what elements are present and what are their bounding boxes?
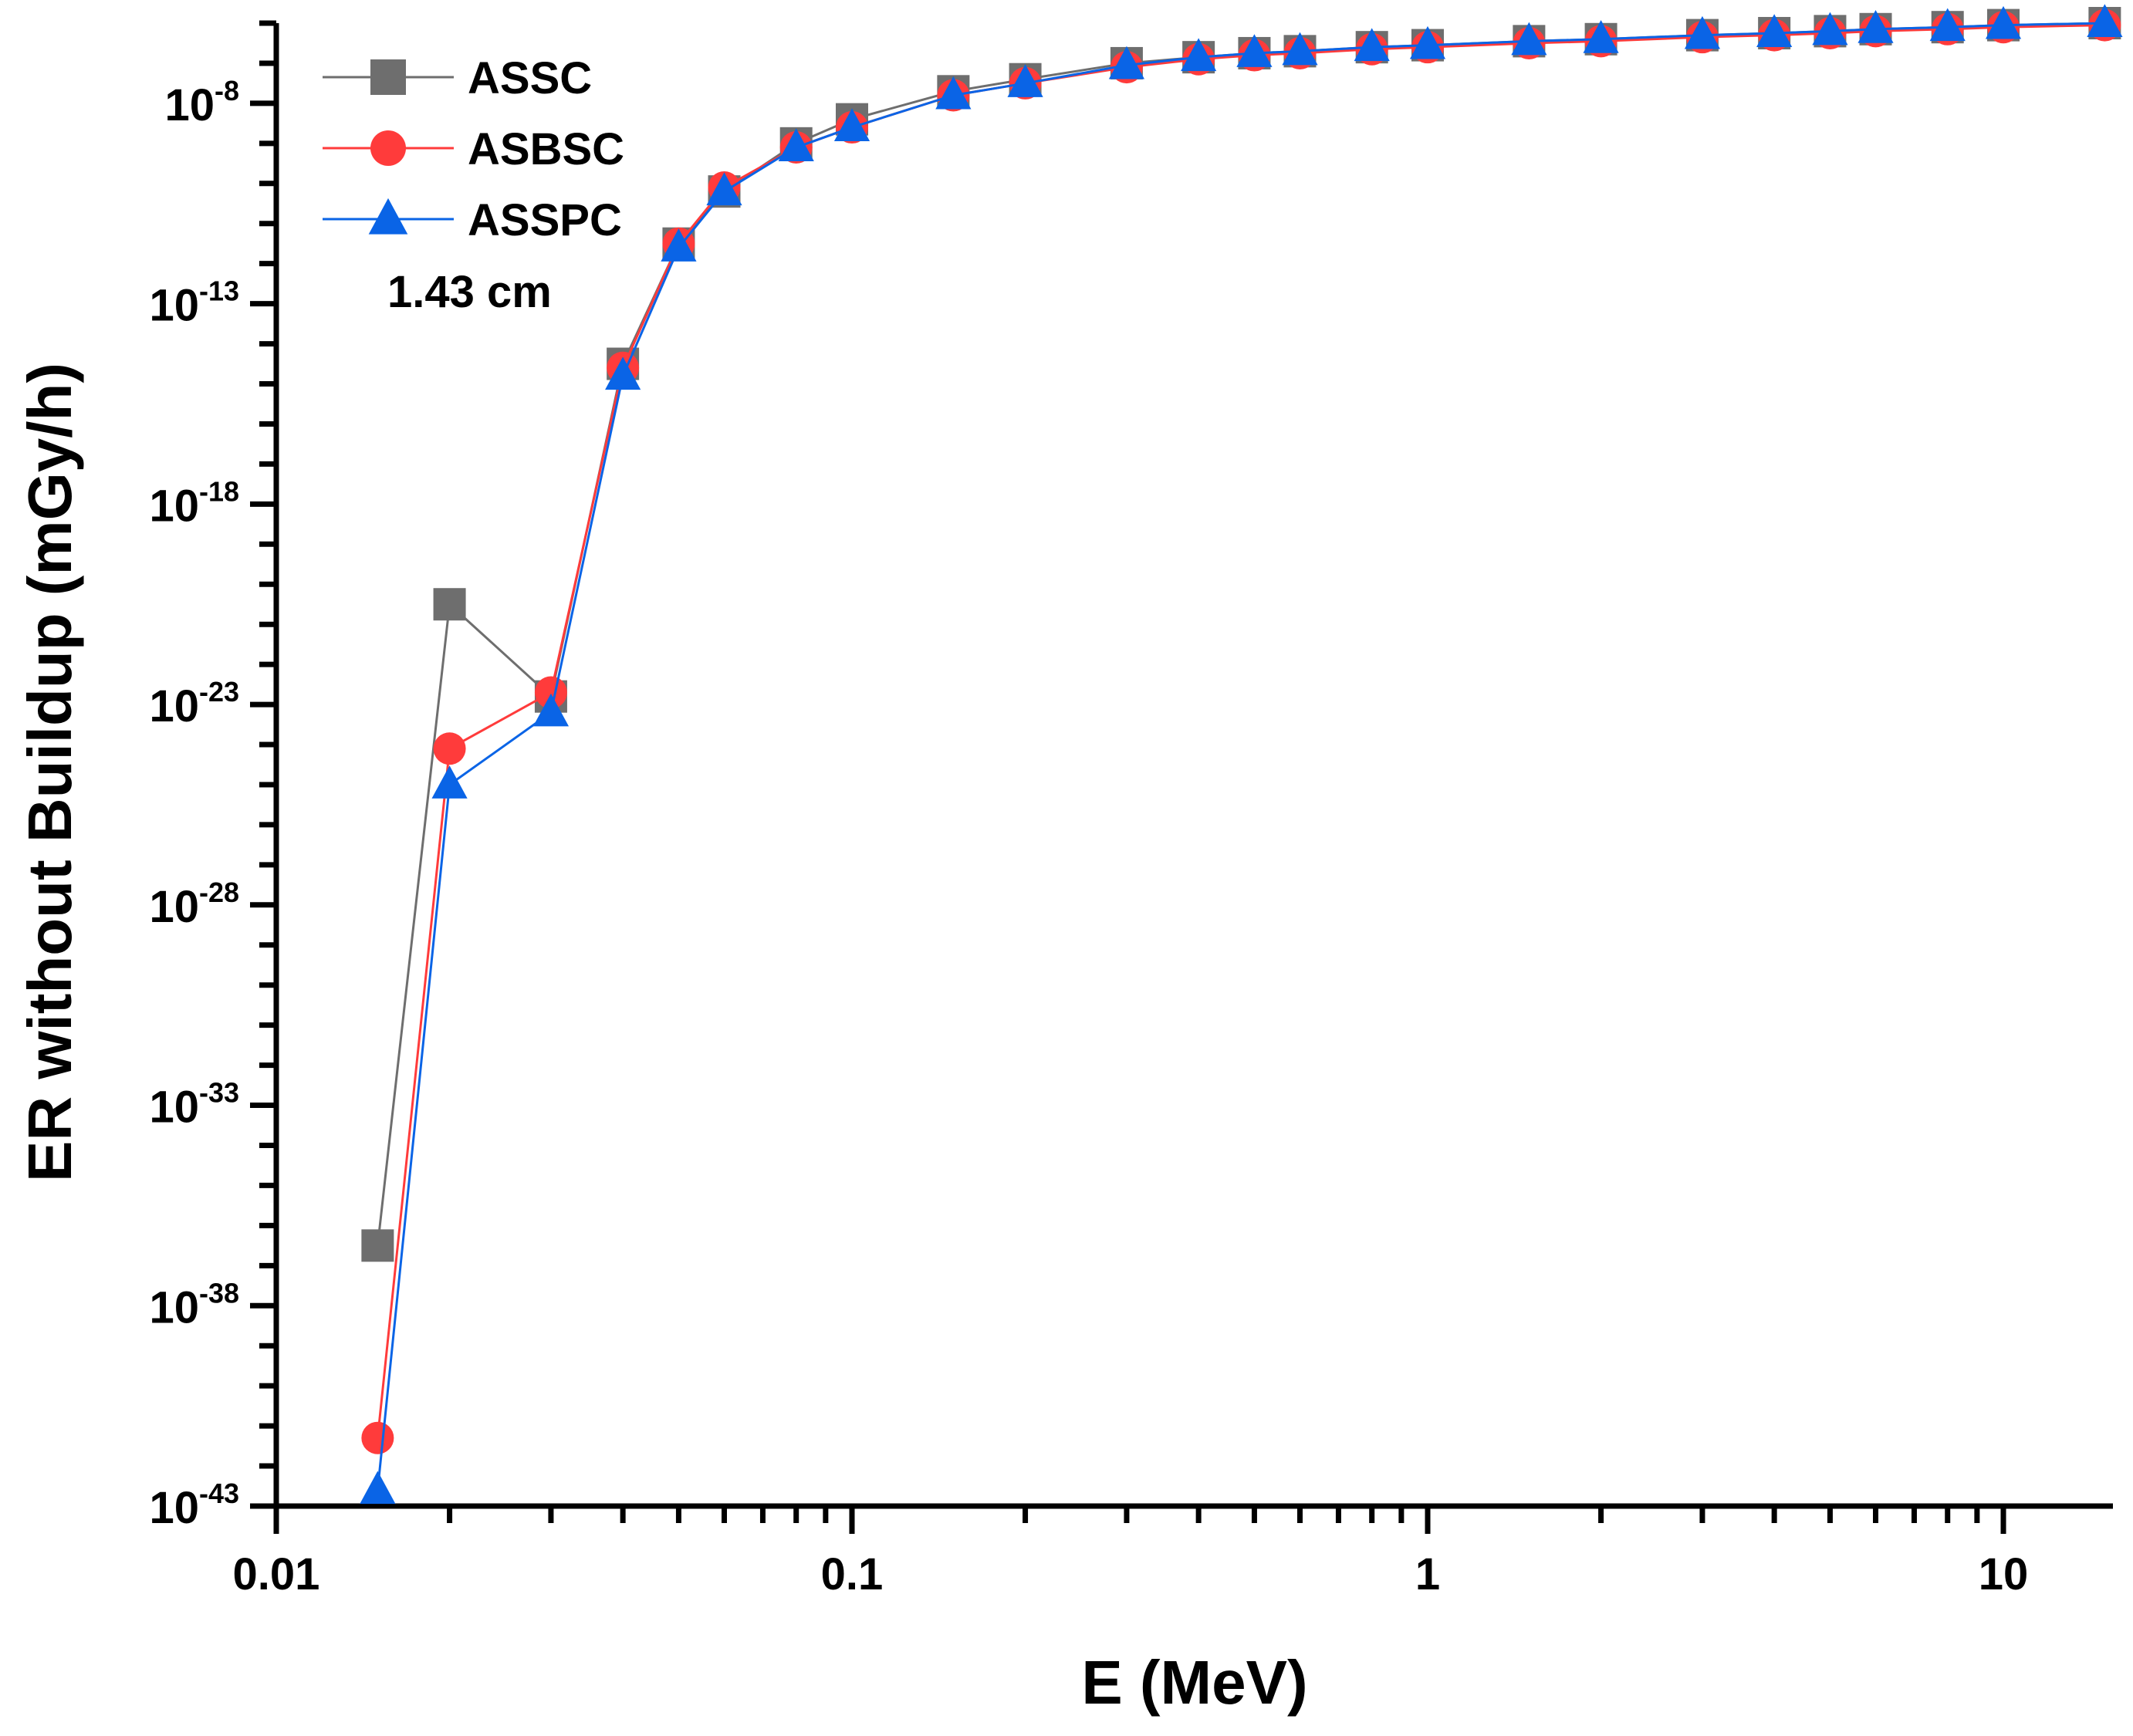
y-tick-exponent: -28 <box>199 876 239 908</box>
legend-label: ASSPC <box>468 195 622 245</box>
data-point <box>1282 32 1318 66</box>
y-tick-label: 10-43 <box>149 1478 239 1533</box>
data-point <box>1985 5 2022 39</box>
data-point <box>1236 34 1273 67</box>
x-tick-label: 0.01 <box>233 1549 320 1599</box>
y-tick-exponent: -33 <box>199 1077 239 1109</box>
y-tick-label: 10-13 <box>149 275 239 331</box>
y-tick-exponent: -38 <box>199 1277 239 1309</box>
data-point <box>1409 25 1446 59</box>
data-point <box>532 693 570 727</box>
data-point <box>433 588 466 621</box>
data-point <box>1511 22 1547 56</box>
y-tick-exponent: -18 <box>199 475 239 507</box>
legend-marker <box>370 130 406 166</box>
y-tick-label: 10-38 <box>149 1277 239 1332</box>
data-point <box>1812 12 1848 46</box>
legend-item-asspc: ASSPC <box>323 195 622 245</box>
data-point <box>1181 38 1217 72</box>
y-tick-label: 10-28 <box>149 876 239 932</box>
y-tick-base: 10 <box>149 281 199 331</box>
data-point <box>361 1229 394 1262</box>
y-tick-base: 10 <box>149 1282 199 1332</box>
data-point <box>661 228 697 262</box>
legend: ASSC ASBSC ASSPC <box>323 53 624 245</box>
legend-marker <box>370 59 406 95</box>
data-point <box>1756 14 1793 47</box>
data-point <box>534 676 567 709</box>
y-tick-label: 10-8 <box>164 75 239 130</box>
legend-marker <box>368 198 408 235</box>
y-tick-label: 10-23 <box>149 676 239 731</box>
data-point <box>431 765 468 799</box>
data-point <box>2087 4 2123 37</box>
data-point <box>360 1471 396 1505</box>
series-asspc <box>360 4 2123 1505</box>
axes: 10-4310-3810-3310-2810-2310-1810-1310-80… <box>149 20 2113 1599</box>
legend-item-assc: ASSC <box>323 53 592 103</box>
series-line <box>376 24 2105 1438</box>
legend-item-asbsc: ASBSC <box>323 124 624 174</box>
x-tick-label: 1 <box>1415 1549 1440 1599</box>
x-tick-label: 0.1 <box>821 1549 884 1599</box>
data-point <box>1858 10 1894 43</box>
y-tick-label: 10-33 <box>149 1077 239 1133</box>
data-point <box>778 128 814 161</box>
y-tick-base: 10 <box>164 80 215 130</box>
y-tick-exponent: -23 <box>199 676 239 708</box>
legend-label: ASBSC <box>468 124 624 174</box>
y-tick-base: 10 <box>149 481 199 531</box>
data-point <box>1684 15 1721 49</box>
y-axis-title: ER without Buildup (mGy/h) <box>15 363 84 1182</box>
data-point <box>1007 64 1043 97</box>
data-point <box>605 356 641 390</box>
y-tick-exponent: -43 <box>199 1478 239 1509</box>
y-tick-base: 10 <box>149 681 199 731</box>
legend-label: ASSC <box>468 53 592 103</box>
data-point <box>1108 46 1145 79</box>
x-tick-label: 10 <box>1979 1549 2029 1599</box>
y-tick-label: 10-18 <box>149 475 239 531</box>
y-tick-base: 10 <box>149 882 199 932</box>
y-tick-exponent: -13 <box>199 275 239 307</box>
data-point <box>833 108 870 142</box>
series-line <box>376 22 2105 1246</box>
series-assc <box>361 7 2121 1262</box>
series-group <box>360 4 2123 1505</box>
data-point <box>706 172 742 206</box>
data-point <box>1583 20 1619 53</box>
series-asbsc <box>361 8 2121 1454</box>
data-point <box>1354 28 1390 62</box>
y-tick-exponent: -8 <box>215 75 239 106</box>
data-point <box>1929 8 1966 42</box>
series-line <box>376 22 2105 1491</box>
data-point <box>935 76 972 110</box>
annotation-thickness: 1.43 cm <box>387 267 552 317</box>
data-point <box>433 732 466 765</box>
y-tick-base: 10 <box>149 1483 199 1533</box>
x-axis-title: E (MeV) <box>1081 1648 1307 1717</box>
data-point <box>361 1421 394 1454</box>
y-tick-base: 10 <box>149 1082 199 1133</box>
